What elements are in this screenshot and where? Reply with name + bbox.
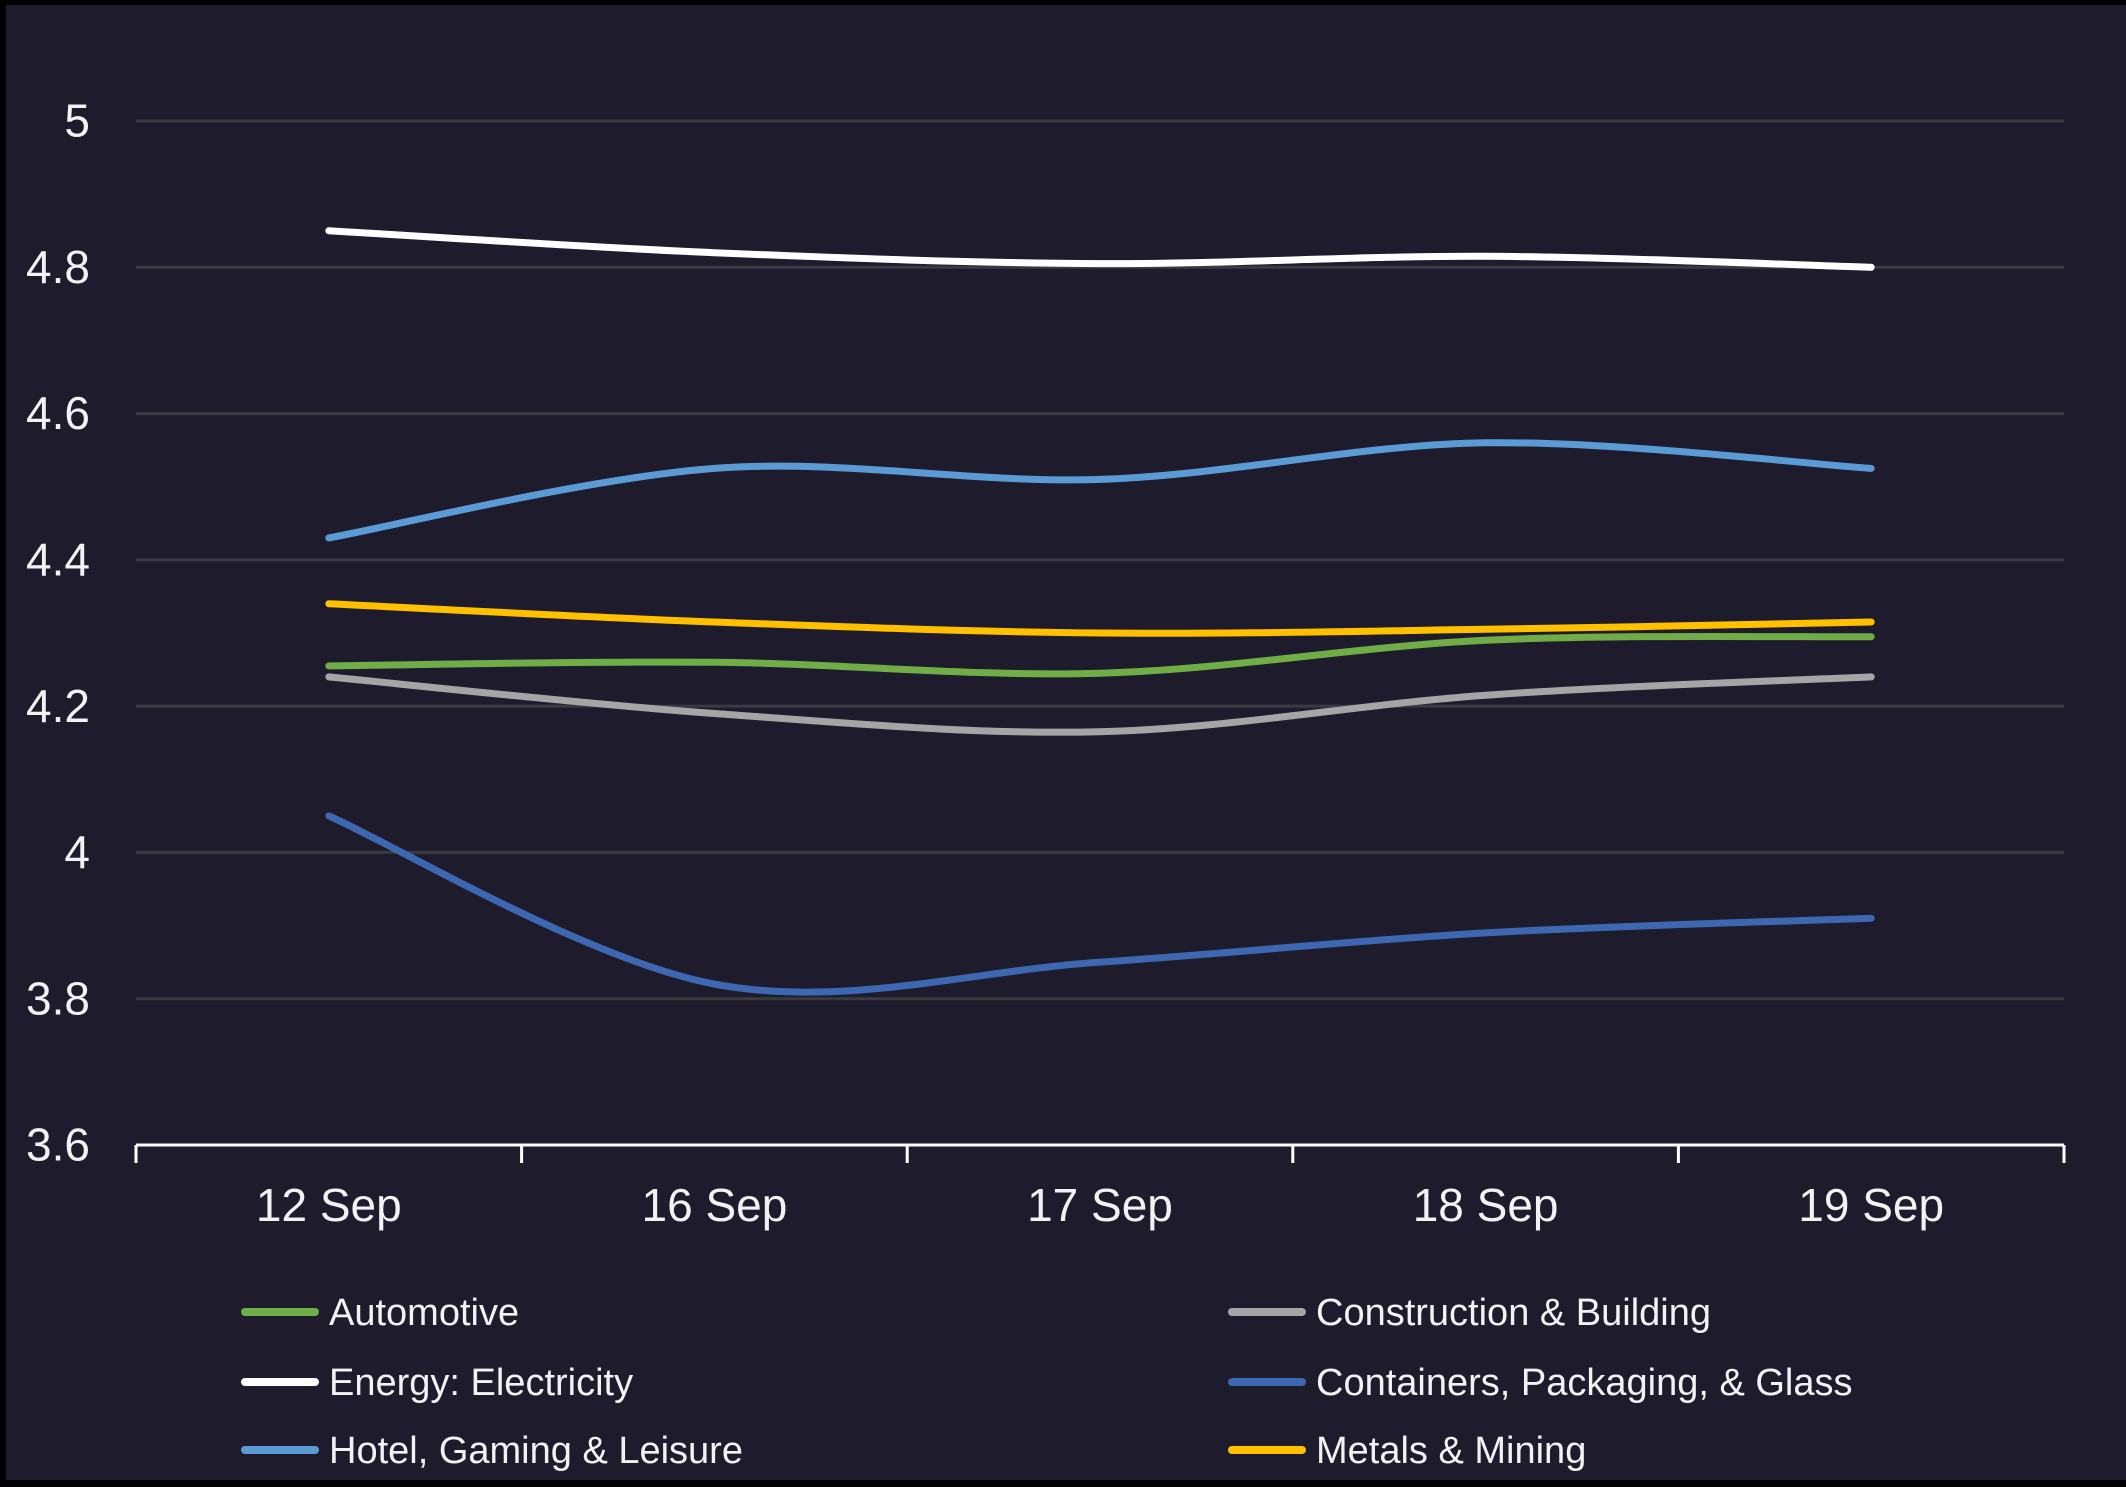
series-line-energy-electricity (325, 227, 1875, 271)
x-axis-label: 12 Sep (256, 1179, 402, 1231)
series-line-construction-building (325, 673, 1875, 736)
legend-label: Metals & Mining (1316, 1430, 1586, 1472)
series-line-metals-mining (325, 600, 1875, 637)
x-axis-label: 16 Sep (642, 1179, 788, 1231)
series-line-containers-packaging-glass (325, 812, 1875, 996)
series-line-hotel-gaming-leisure (325, 439, 1875, 542)
x-axis-label: 19 Sep (1798, 1179, 1944, 1231)
series-line-automotive (325, 632, 1875, 678)
legend-label: Energy: Electricity (329, 1362, 633, 1404)
top-border (0, 0, 2126, 5)
y-axis-label: 4.6 (26, 387, 90, 439)
y-axis-label: 4.8 (26, 241, 90, 293)
legend-label: Automotive (329, 1292, 519, 1334)
bottom-border (0, 1480, 2126, 1487)
legend-label: Containers, Packaging, & Glass (1316, 1362, 1853, 1404)
x-axis-label: 17 Sep (1027, 1179, 1173, 1231)
left-border (0, 0, 6, 1487)
y-axis-label: 4.4 (26, 533, 90, 585)
y-axis-label: 3.8 (26, 972, 90, 1024)
y-axis-label: 4 (64, 826, 90, 878)
x-axis-label: 18 Sep (1413, 1179, 1559, 1231)
y-axis-label: 5 (64, 95, 90, 147)
legend-label: Hotel, Gaming & Leisure (329, 1430, 743, 1472)
legend-label: Construction & Building (1316, 1292, 1711, 1334)
y-axis-label: 3.6 (26, 1119, 90, 1171)
y-axis-label: 4.2 (26, 680, 90, 732)
